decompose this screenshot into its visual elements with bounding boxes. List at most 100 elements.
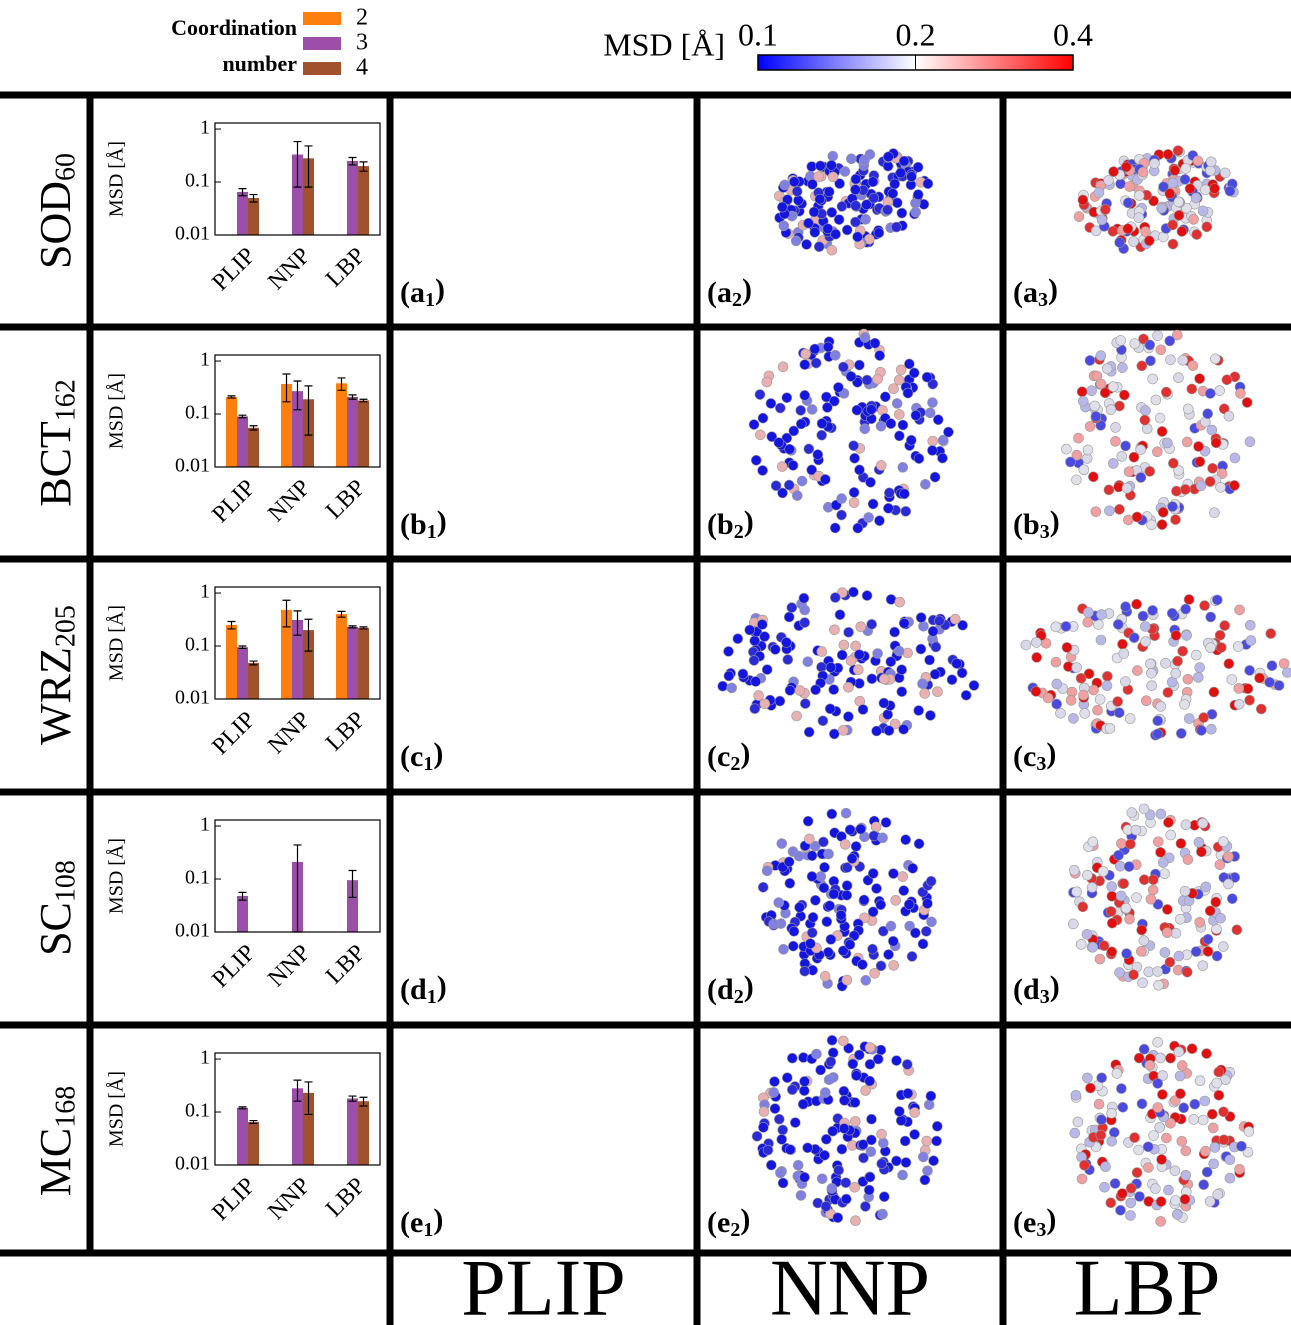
atom [1076,1173,1088,1185]
atom [1131,598,1142,610]
atom [836,201,848,212]
atom [782,194,793,205]
atom [851,1070,862,1081]
atom [1131,511,1143,523]
atom [1106,1108,1117,1119]
atom [1211,923,1222,935]
atom [757,412,769,424]
panel-label-part: ) [1046,737,1056,770]
atom [889,718,901,730]
atom [1169,165,1181,176]
atom [878,697,890,709]
bar [336,383,347,467]
atom [1210,896,1222,908]
atom [850,216,861,228]
atom [1130,824,1142,836]
legend-title: number [222,51,297,76]
atom [1082,444,1094,456]
atom [809,227,821,238]
panel-label-part: (c [707,740,730,773]
molecule [1020,594,1291,741]
atom [893,645,905,657]
atom [1207,463,1218,474]
atom [839,839,851,850]
error-bar [304,145,313,188]
atom [1134,1191,1145,1202]
atom [922,898,933,909]
legend-title: Coordination [171,15,297,40]
atom [829,624,840,636]
atom [859,423,871,435]
atom [922,178,934,190]
atom [1245,635,1257,646]
atom [1075,672,1087,684]
atom [913,705,925,716]
column-title: LBP [1074,1244,1221,1325]
bar [248,1121,259,1165]
atom [926,916,937,928]
atom [726,682,738,694]
atom [788,926,800,937]
atom [1176,1136,1188,1147]
atom [1167,501,1178,512]
atom [829,522,841,534]
atom [1087,836,1099,848]
atom [799,359,811,370]
atom [906,951,918,962]
atom [825,1056,837,1067]
atom [810,357,822,369]
plot-frame [214,1052,381,1166]
atom [841,224,853,236]
atom [878,673,890,685]
atom [1200,881,1212,893]
atom [1072,1116,1084,1128]
atom [795,405,807,416]
atom [1148,1130,1159,1141]
atom [787,460,799,471]
atom [1218,1134,1230,1146]
atom [1119,389,1130,401]
atom [921,1135,933,1147]
panel-label-part: (e [400,1206,423,1239]
error-bar [249,425,258,431]
atom [1224,1154,1236,1166]
atom [723,646,734,657]
atom [792,490,803,501]
atom [885,656,897,668]
atom [814,193,826,205]
atom [838,361,849,373]
panel-label: (e2) [707,1203,750,1241]
panel-label-part: ) [740,1203,750,1236]
atom [1077,395,1089,407]
atom [1069,1127,1081,1139]
atom [795,1190,807,1201]
atom [1149,158,1160,169]
atom [783,479,795,491]
atom [781,637,792,648]
error-bar [282,373,291,403]
atom [838,1085,850,1097]
atom [1154,1122,1165,1133]
atom [1210,437,1222,449]
atom [850,200,861,211]
error-bar [249,660,258,666]
atom [860,974,872,986]
atom [1190,192,1202,204]
error-bar [359,161,368,172]
atom [1167,238,1179,250]
panel-label-part: 3 [1040,986,1050,1008]
error-bar [359,626,368,630]
bar [358,1101,369,1165]
y-tick-label: 0.1 [185,867,210,889]
panel-label-part: ) [433,737,443,770]
atom [1096,1072,1107,1084]
atom [1155,1196,1167,1207]
atom [866,618,878,630]
atom [830,228,841,240]
atom [1194,373,1205,384]
atom [874,515,885,526]
panel-label-part: (b [1013,508,1040,541]
atom [1132,665,1143,676]
atom [854,464,865,476]
atom [816,418,828,429]
